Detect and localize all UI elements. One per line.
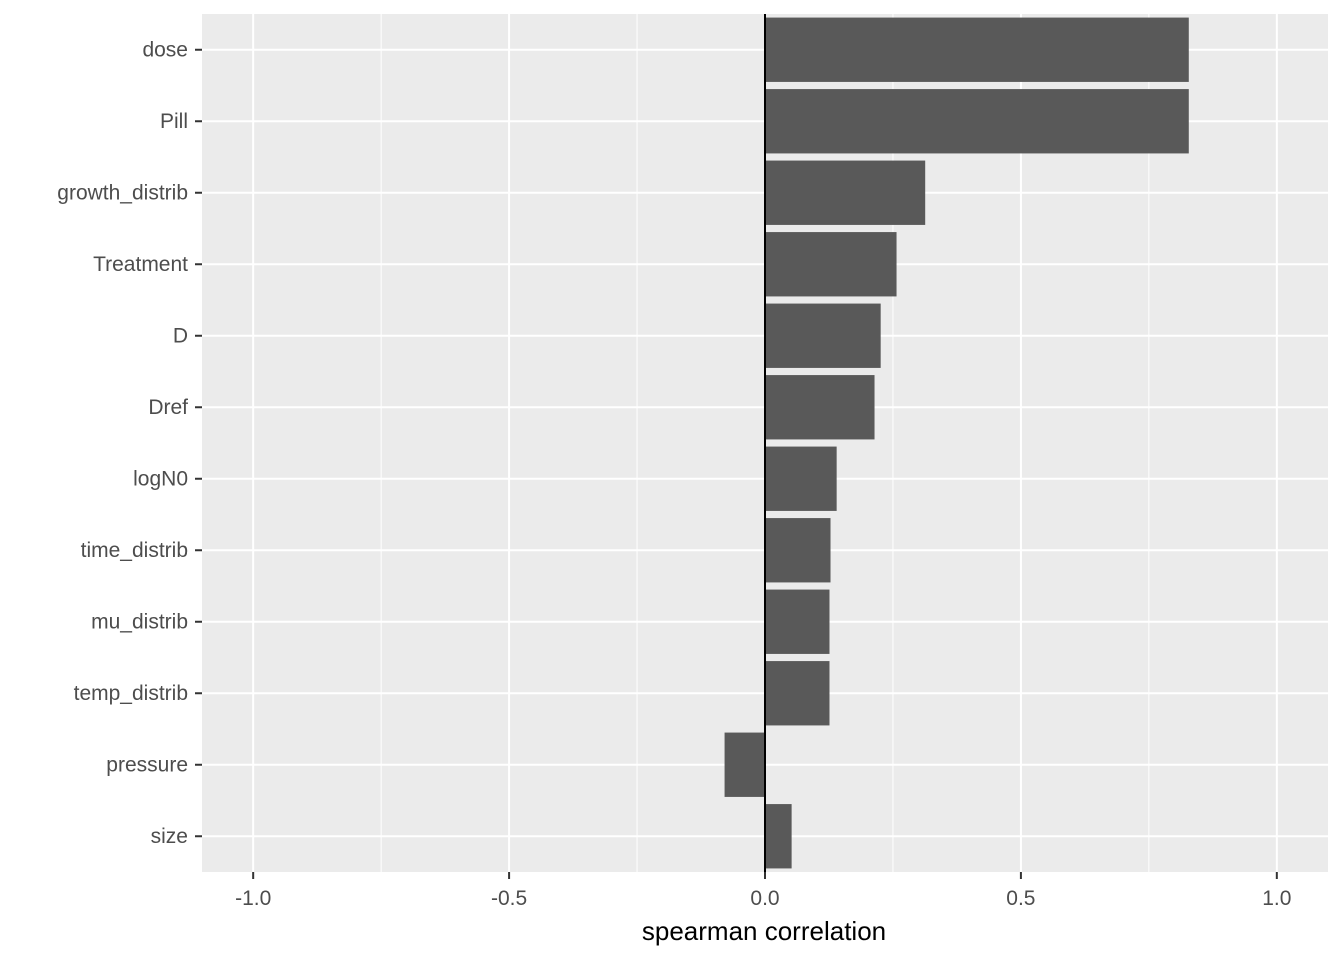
y-tick-label: Dref: [148, 396, 188, 419]
bar-temp-distrib: [765, 661, 830, 726]
x-tick-label: -1.0: [235, 887, 271, 910]
bar-growth-distrib: [765, 160, 926, 225]
y-tick-label: Treatment: [93, 253, 188, 276]
y-axis: dose Pill growth_distrib Treatment D Dref logN…: [57, 38, 202, 848]
x-tick-label: 0.5: [1006, 887, 1035, 910]
y-tick-label: D: [173, 324, 188, 347]
bar-time-distrib: [765, 518, 831, 583]
bar-dref: [765, 375, 875, 440]
y-tick-label: mu_distrib: [91, 610, 188, 633]
bar-d: [765, 303, 881, 368]
y-tick-label: Pill: [160, 110, 188, 133]
y-tick-label: time_distrib: [81, 539, 188, 562]
x-tick-label: 0.0: [750, 887, 779, 910]
bar-pill: [765, 89, 1189, 154]
y-tick-label: growth_distrib: [57, 181, 188, 204]
x-tick-label: -0.5: [491, 887, 527, 910]
bar-size: [765, 804, 792, 869]
y-tick-label: logN0: [133, 467, 188, 490]
grid-minor: [380, 14, 1150, 872]
x-tick-label: 1.0: [1262, 887, 1291, 910]
y-tick-label: size: [151, 825, 188, 848]
y-tick-label: dose: [142, 38, 188, 61]
bar-logn0: [765, 446, 837, 511]
y-tick-label: pressure: [106, 753, 188, 776]
bar-treatment: [765, 232, 897, 297]
x-axis: -1.0 -0.5 0.0 0.5 1.0: [235, 872, 1291, 910]
x-axis-title: spearman correlation: [642, 916, 886, 946]
bar-pressure: [724, 732, 765, 797]
bar-mu-distrib: [765, 589, 830, 654]
bars: [724, 17, 1189, 869]
bar-dose: [765, 17, 1189, 82]
y-tick-label: temp_distrib: [74, 682, 188, 705]
